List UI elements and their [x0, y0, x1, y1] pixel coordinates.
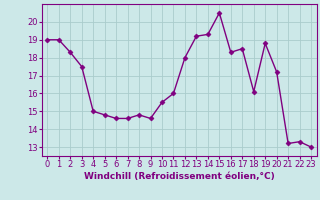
- X-axis label: Windchill (Refroidissement éolien,°C): Windchill (Refroidissement éolien,°C): [84, 172, 275, 181]
